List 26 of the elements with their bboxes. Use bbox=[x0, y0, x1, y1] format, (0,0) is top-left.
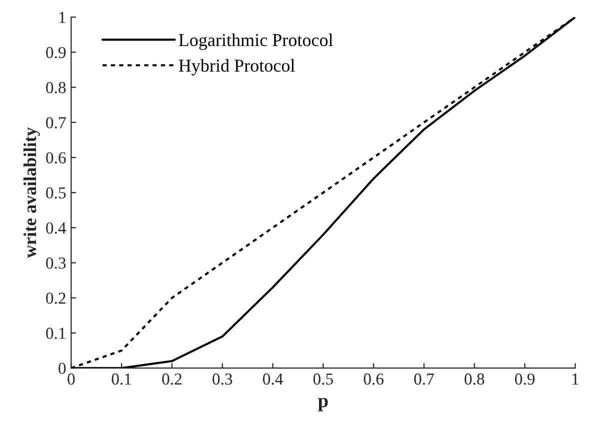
x-tick-label: 0.2 bbox=[162, 373, 182, 385]
x-tick-label: 0.6 bbox=[364, 373, 384, 385]
y-tick-label: 0.4 bbox=[46, 222, 66, 234]
legend-label: Logarithmic Protocol bbox=[178, 33, 333, 50]
x-tick-label: 1 bbox=[572, 374, 578, 385]
y-axis-title: write availability bbox=[23, 127, 40, 258]
legend-label: Hybrid Protocol bbox=[178, 59, 295, 76]
x-tick-label: 0 bbox=[68, 373, 75, 385]
y-tick-label: 0.7 bbox=[46, 117, 66, 128]
y-tick-label: 0 bbox=[58, 362, 66, 374]
x-tick-label: 0.3 bbox=[212, 373, 232, 385]
y-tick-label: 0.1 bbox=[46, 328, 66, 340]
x-tick-label: 0.1 bbox=[112, 373, 131, 385]
x-tick-label: 0.9 bbox=[515, 373, 535, 385]
y-tick-label: 0.6 bbox=[46, 152, 66, 164]
y-tick-label: 1 bbox=[59, 12, 66, 23]
y-tick-label: 0.8 bbox=[46, 82, 66, 94]
x-axis-title: p bbox=[318, 398, 328, 412]
y-tick-label: 0.5 bbox=[46, 187, 66, 199]
y-tick-label: 0.9 bbox=[46, 46, 66, 58]
x-tick-label: 0.4 bbox=[263, 373, 283, 385]
y-tick-label: 0.3 bbox=[46, 257, 66, 269]
x-tick-label: 0.8 bbox=[464, 373, 484, 385]
x-tick-label: 0.5 bbox=[313, 373, 333, 385]
y-tick-label: 0.2 bbox=[46, 292, 66, 304]
x-tick-label: 0.7 bbox=[414, 373, 434, 385]
